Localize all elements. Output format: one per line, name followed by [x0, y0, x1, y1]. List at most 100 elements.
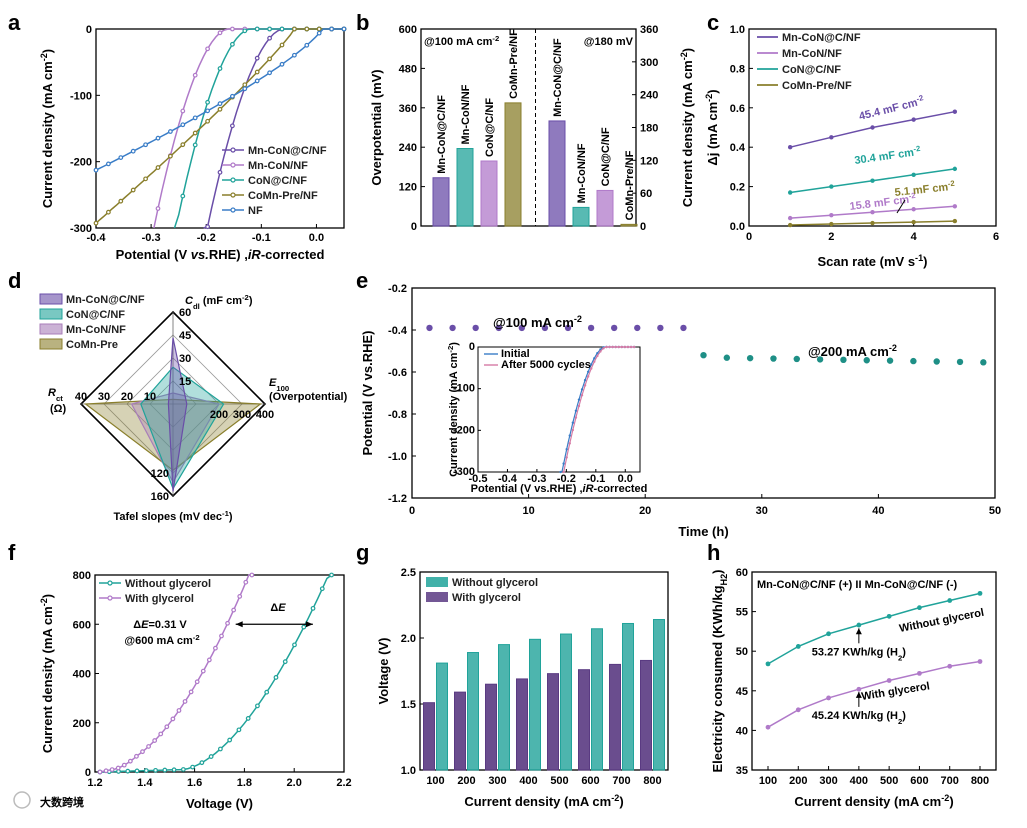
panel-e-inset-ytick-label: -100: [453, 383, 475, 395]
panel-f-marker: [182, 699, 188, 704]
panel-g-xtick-label-part: 200: [457, 775, 475, 787]
panel-h-annot-1-part: 53.27 KWh/kg (H: [812, 646, 898, 658]
panel-a-marker: [205, 99, 211, 105]
panel-a-marker: [229, 93, 235, 99]
panel-h-xtick-label: 100: [759, 775, 777, 787]
panel-b-ytick-label: 600: [399, 24, 417, 36]
panel-e-point-100: [472, 324, 479, 332]
panel-b-bar-left-1: [456, 148, 474, 227]
panel-e-inset-marker: [583, 378, 587, 382]
panel-a-ytick-label-part: -100: [70, 90, 92, 102]
panel-f-marker: [249, 572, 255, 578]
panel-a-legend-3-part: CoMn-Pre/NF: [248, 190, 318, 202]
panel-d-legend-swatch: [39, 338, 63, 350]
panel-c-slope-label-3: 5.1 mF cm-2: [894, 178, 956, 199]
panel-c-point: [829, 135, 834, 140]
panel-c-ytick-label: 0.4: [730, 142, 746, 154]
panel-c-point: [787, 145, 793, 150]
panel-d-legend-1-part: CoN@C/NF: [66, 309, 125, 321]
panel-a-marker: [180, 142, 186, 148]
panel-a-marker: [192, 142, 198, 148]
panel-f-marker: [140, 749, 145, 755]
panel-e-ytick-label: -1.2: [388, 493, 407, 505]
panel-e-inset-xtick-label-part: -0.3: [527, 473, 546, 485]
panel-d-legend-1: CoN@C/NF: [66, 309, 125, 321]
panel-a-marker: [267, 70, 273, 76]
panel-a-marker: [93, 220, 99, 226]
panel-f-marker: [273, 675, 279, 680]
panel-c-xlabel-part: -1: [915, 253, 923, 263]
panel-d-tick-cdl: 45: [179, 330, 191, 342]
panel-a-marker: [167, 153, 173, 159]
panel-g-bar-with-glycerol-500: [547, 673, 559, 771]
panel-e-point-100: [657, 324, 664, 332]
panel-e-inset-xtick-label-part: -0.1: [586, 473, 605, 485]
panel-h-ytick-label: 55: [736, 607, 748, 619]
panel-f-marker: [310, 605, 316, 611]
panel-h-xtick-label-part: 600: [910, 775, 928, 787]
panel-a-marker: [217, 30, 223, 36]
panel-b-annot-right-part: @180 mV: [584, 36, 634, 48]
panel-h-ytick-label: 45: [736, 686, 748, 698]
panel-f-ytick-label: 600: [73, 619, 91, 631]
panel-a-marker: [155, 165, 161, 170]
panel-label-c: c: [707, 10, 719, 35]
panel-b-ylabel-right: Current density (mA cm-2): [679, 48, 695, 207]
panel-h-xtick-label: 800: [971, 775, 989, 787]
panel-f-ytick-label: 400: [73, 669, 91, 681]
panel-g-xtick-label: 800: [643, 775, 661, 787]
panel-label-a-part: a: [8, 10, 21, 35]
panel-d-axis-e: E100: [269, 377, 289, 393]
panel-e-inset-ylabel-part: Current density (mA cm: [448, 352, 460, 477]
panel-a-marker: [205, 108, 211, 114]
panel-h-xlabel-part: -2: [941, 793, 949, 803]
panel-f-ytick-label: 800: [73, 570, 91, 582]
panel-a-marker: [217, 101, 223, 107]
panel-e-xtick-label-part: 20: [639, 505, 651, 517]
panel-h-point: [856, 686, 862, 692]
panel-a-marker: [130, 187, 136, 193]
panel-a-xtick-label-part: -0.4: [87, 232, 107, 244]
panel-e-inset-xtick-label: -0.4: [498, 473, 518, 485]
panel-g-ytick-label-part: 1.0: [401, 765, 416, 777]
panel-c-xtick-label: 6: [993, 231, 999, 243]
panel-f-marker: [125, 768, 131, 774]
panel-a-marker: [254, 78, 260, 84]
panel-e-inset-xtick-label: 0.0: [618, 473, 633, 485]
panel-f-ytick-label: 200: [73, 718, 91, 730]
panel-g-ytick-label: 2.0: [401, 633, 416, 645]
panel-label-d-part: d: [8, 268, 21, 293]
panel-f-legend-marker: [107, 595, 113, 601]
panel-b-ytick-r-label-part: 180: [640, 123, 658, 135]
panel-f-marker: [301, 624, 307, 630]
panel-d-tick-cdl-part: 60: [179, 307, 191, 319]
panel-g-xtick-label: 700: [612, 775, 630, 787]
panel-c-ytick-label: 0.0: [730, 221, 745, 233]
panel-f-de-arrowhead-right: [305, 621, 313, 628]
panel-e-ytick-label: -0.4: [388, 325, 408, 337]
panel-a-marker: [205, 224, 211, 230]
panel-c-ytick-label-part: 0.8: [730, 63, 745, 75]
panel-a-xtick-label-part: -0.2: [197, 232, 216, 244]
panel-f-legend-0-part: Without glycerol: [125, 578, 211, 590]
panel-a-legend-4: NF: [248, 205, 263, 217]
panel-e-inset-legend-0-part: Initial: [501, 348, 530, 360]
panel-a-marker: [279, 61, 285, 67]
panel-c-slope-label-2-part: 30.4 mF cm: [854, 147, 915, 167]
panel-e-annot-100-part: @100 mA cm: [493, 315, 574, 330]
panel-c-legend-2-part: CoN@C/NF: [782, 64, 841, 76]
panel-g-xlabel-part: -2: [611, 793, 619, 803]
panel-e-inset-marker: [614, 345, 617, 349]
panel-a-marker: [192, 115, 198, 121]
panel-a-marker: [292, 26, 297, 32]
panel-e-xlabel: Time (h): [678, 524, 728, 539]
panel-g-ytick-label-part: 1.5: [401, 699, 416, 711]
panel-e-point-200: [700, 352, 707, 359]
panel-b-bar-right-1: [572, 206, 590, 227]
panel-a-marker: [242, 82, 248, 88]
panel-g-bar-without-glycerol-800: [653, 619, 665, 771]
panel-b-ytick-r-label-part: 120: [640, 155, 658, 167]
panel-h-series-label-1: With glycerol: [861, 680, 931, 703]
panel-a-legend-3: CoMn-Pre/NF: [248, 190, 318, 202]
panel-h-xtick-label-part: 700: [941, 775, 959, 787]
